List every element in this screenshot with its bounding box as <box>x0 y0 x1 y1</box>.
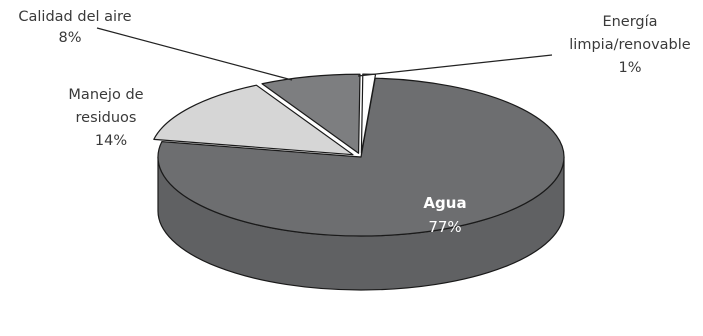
slice-label-manejo-line2: residuos <box>76 110 137 126</box>
leader-line-energia <box>357 54 553 77</box>
slice-label-energia-line1: Energía <box>602 14 657 30</box>
slice-label-agua: Agua <box>423 194 466 212</box>
slice-label-calidad-del-aire: Calidad del aire <box>18 9 131 25</box>
slice-percent-calidad-del-aire: 8% <box>58 30 81 46</box>
pie-slice-calidad-del-aire <box>261 73 361 154</box>
slice-percent-energia: 1% <box>618 60 641 76</box>
pie-tops <box>153 73 565 237</box>
slice-label-energia-line2: limpia/renovable <box>569 37 691 53</box>
leader-line-calidad-del-aire <box>96 27 293 81</box>
slice-label-manejo-line1: Manejo de <box>68 87 143 103</box>
slice-percent-agua: 77% <box>428 218 461 236</box>
pie-slice-agua <box>157 77 565 237</box>
slice-percent-manejo: 14% <box>95 133 127 149</box>
leader-lines <box>96 27 553 81</box>
pie-slice-manejo-de-residuos <box>153 84 354 156</box>
